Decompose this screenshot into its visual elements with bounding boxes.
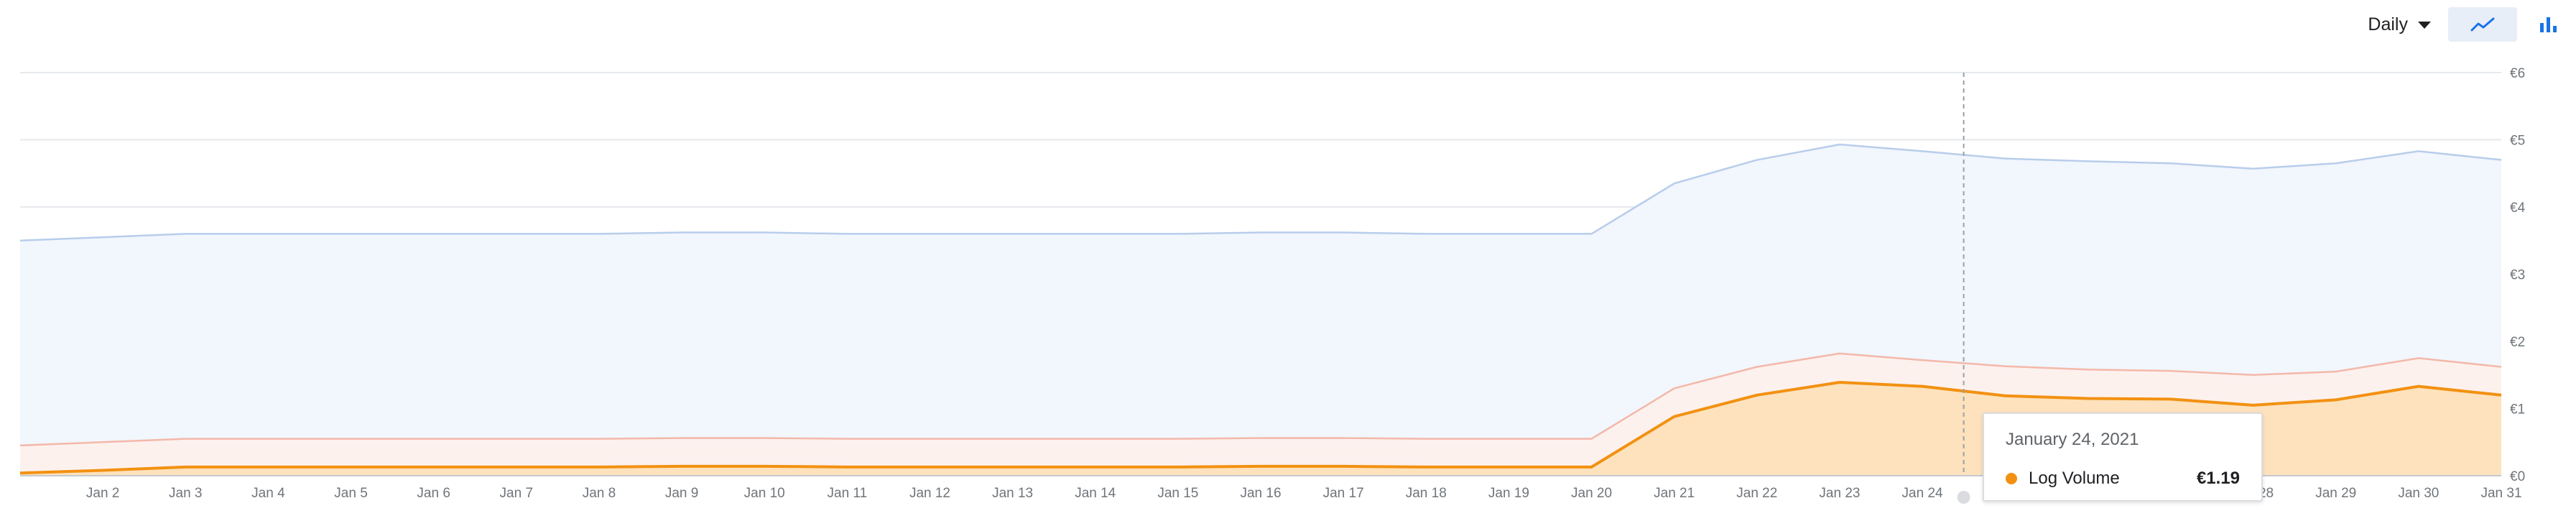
line-view-button[interactable] bbox=[2448, 7, 2517, 42]
upper-band-line bbox=[19, 143, 2502, 241]
x-tick-label: Jan 5 bbox=[334, 486, 367, 501]
y-tick-label: €1 bbox=[2510, 402, 2525, 418]
y-tick-label: €6 bbox=[2510, 66, 2525, 81]
x-tick-label: Jan 10 bbox=[744, 486, 785, 501]
log-volume-line bbox=[19, 381, 2502, 475]
x-tick-label: Jan 19 bbox=[1488, 486, 1529, 501]
x-tick-label: Jan 7 bbox=[500, 486, 533, 501]
x-tick-label: Jan 21 bbox=[1654, 486, 1695, 501]
x-tick-label: Jan 15 bbox=[1157, 486, 1198, 501]
x-tick-label: Jan 17 bbox=[1323, 486, 1364, 501]
tooltip-row: Log Volume €1.19 bbox=[2006, 469, 2240, 489]
log-volume-area bbox=[20, 382, 2501, 476]
tooltip-value: €1.19 bbox=[2196, 469, 2240, 488]
x-tick-label: Jan 18 bbox=[1406, 486, 1447, 501]
line-chart-icon bbox=[2470, 17, 2495, 32]
x-tick-label: Jan 4 bbox=[251, 486, 285, 501]
x-tick-label: Jan 22 bbox=[1736, 486, 1777, 501]
y-tick-label: €3 bbox=[2510, 268, 2525, 283]
x-tick-label: Jan 20 bbox=[1571, 486, 1612, 501]
x-tick-label: Jan 13 bbox=[992, 486, 1033, 501]
y-tick-label: €0 bbox=[2510, 469, 2525, 484]
y-tick-label: €5 bbox=[2510, 134, 2525, 149]
hover-marker bbox=[1957, 491, 1970, 504]
tooltip-series-label: Log Volume bbox=[2029, 469, 2120, 488]
tooltip-date: January 24, 2021 bbox=[2006, 430, 2139, 449]
bar-chart-icon bbox=[2540, 17, 2557, 32]
x-tick-label: Jan 12 bbox=[909, 486, 950, 501]
granularity-dropdown[interactable]: Daily bbox=[2360, 9, 2438, 41]
chart-toolbar: Daily bbox=[2360, 4, 2576, 45]
x-tick-label: Jan 11 bbox=[828, 486, 868, 501]
granularity-label: Daily bbox=[2368, 14, 2408, 34]
x-tick-label: Jan 23 bbox=[1819, 486, 1860, 501]
series-color-dot bbox=[2006, 473, 2017, 484]
x-tick-label: Jan 6 bbox=[417, 486, 450, 501]
y-tick-label: €4 bbox=[2510, 200, 2526, 216]
x-tick-label: Jan 31 bbox=[2480, 486, 2521, 501]
x-tick-label: Jan 3 bbox=[169, 486, 202, 501]
x-tick-label: Jan 2 bbox=[86, 486, 119, 501]
dropdown-caret-icon bbox=[2418, 22, 2431, 29]
bar-view-button[interactable] bbox=[2527, 7, 2570, 42]
x-tick-label: Jan 8 bbox=[583, 486, 616, 501]
chart-tooltip: January 24, 2021 Log Volume €1.19 bbox=[1983, 412, 2263, 502]
x-tick-label: Jan 29 bbox=[2315, 486, 2356, 501]
x-tick-label: Jan 14 bbox=[1075, 486, 1116, 501]
x-tick-label: Jan 9 bbox=[665, 486, 698, 501]
middle-band-line bbox=[19, 352, 2502, 447]
y-tick-label: €2 bbox=[2510, 335, 2525, 350]
x-tick-label: Jan 24 bbox=[1902, 486, 1943, 501]
x-tick-label: Jan 16 bbox=[1240, 486, 1281, 501]
x-tick-label: Jan 30 bbox=[2398, 486, 2439, 501]
